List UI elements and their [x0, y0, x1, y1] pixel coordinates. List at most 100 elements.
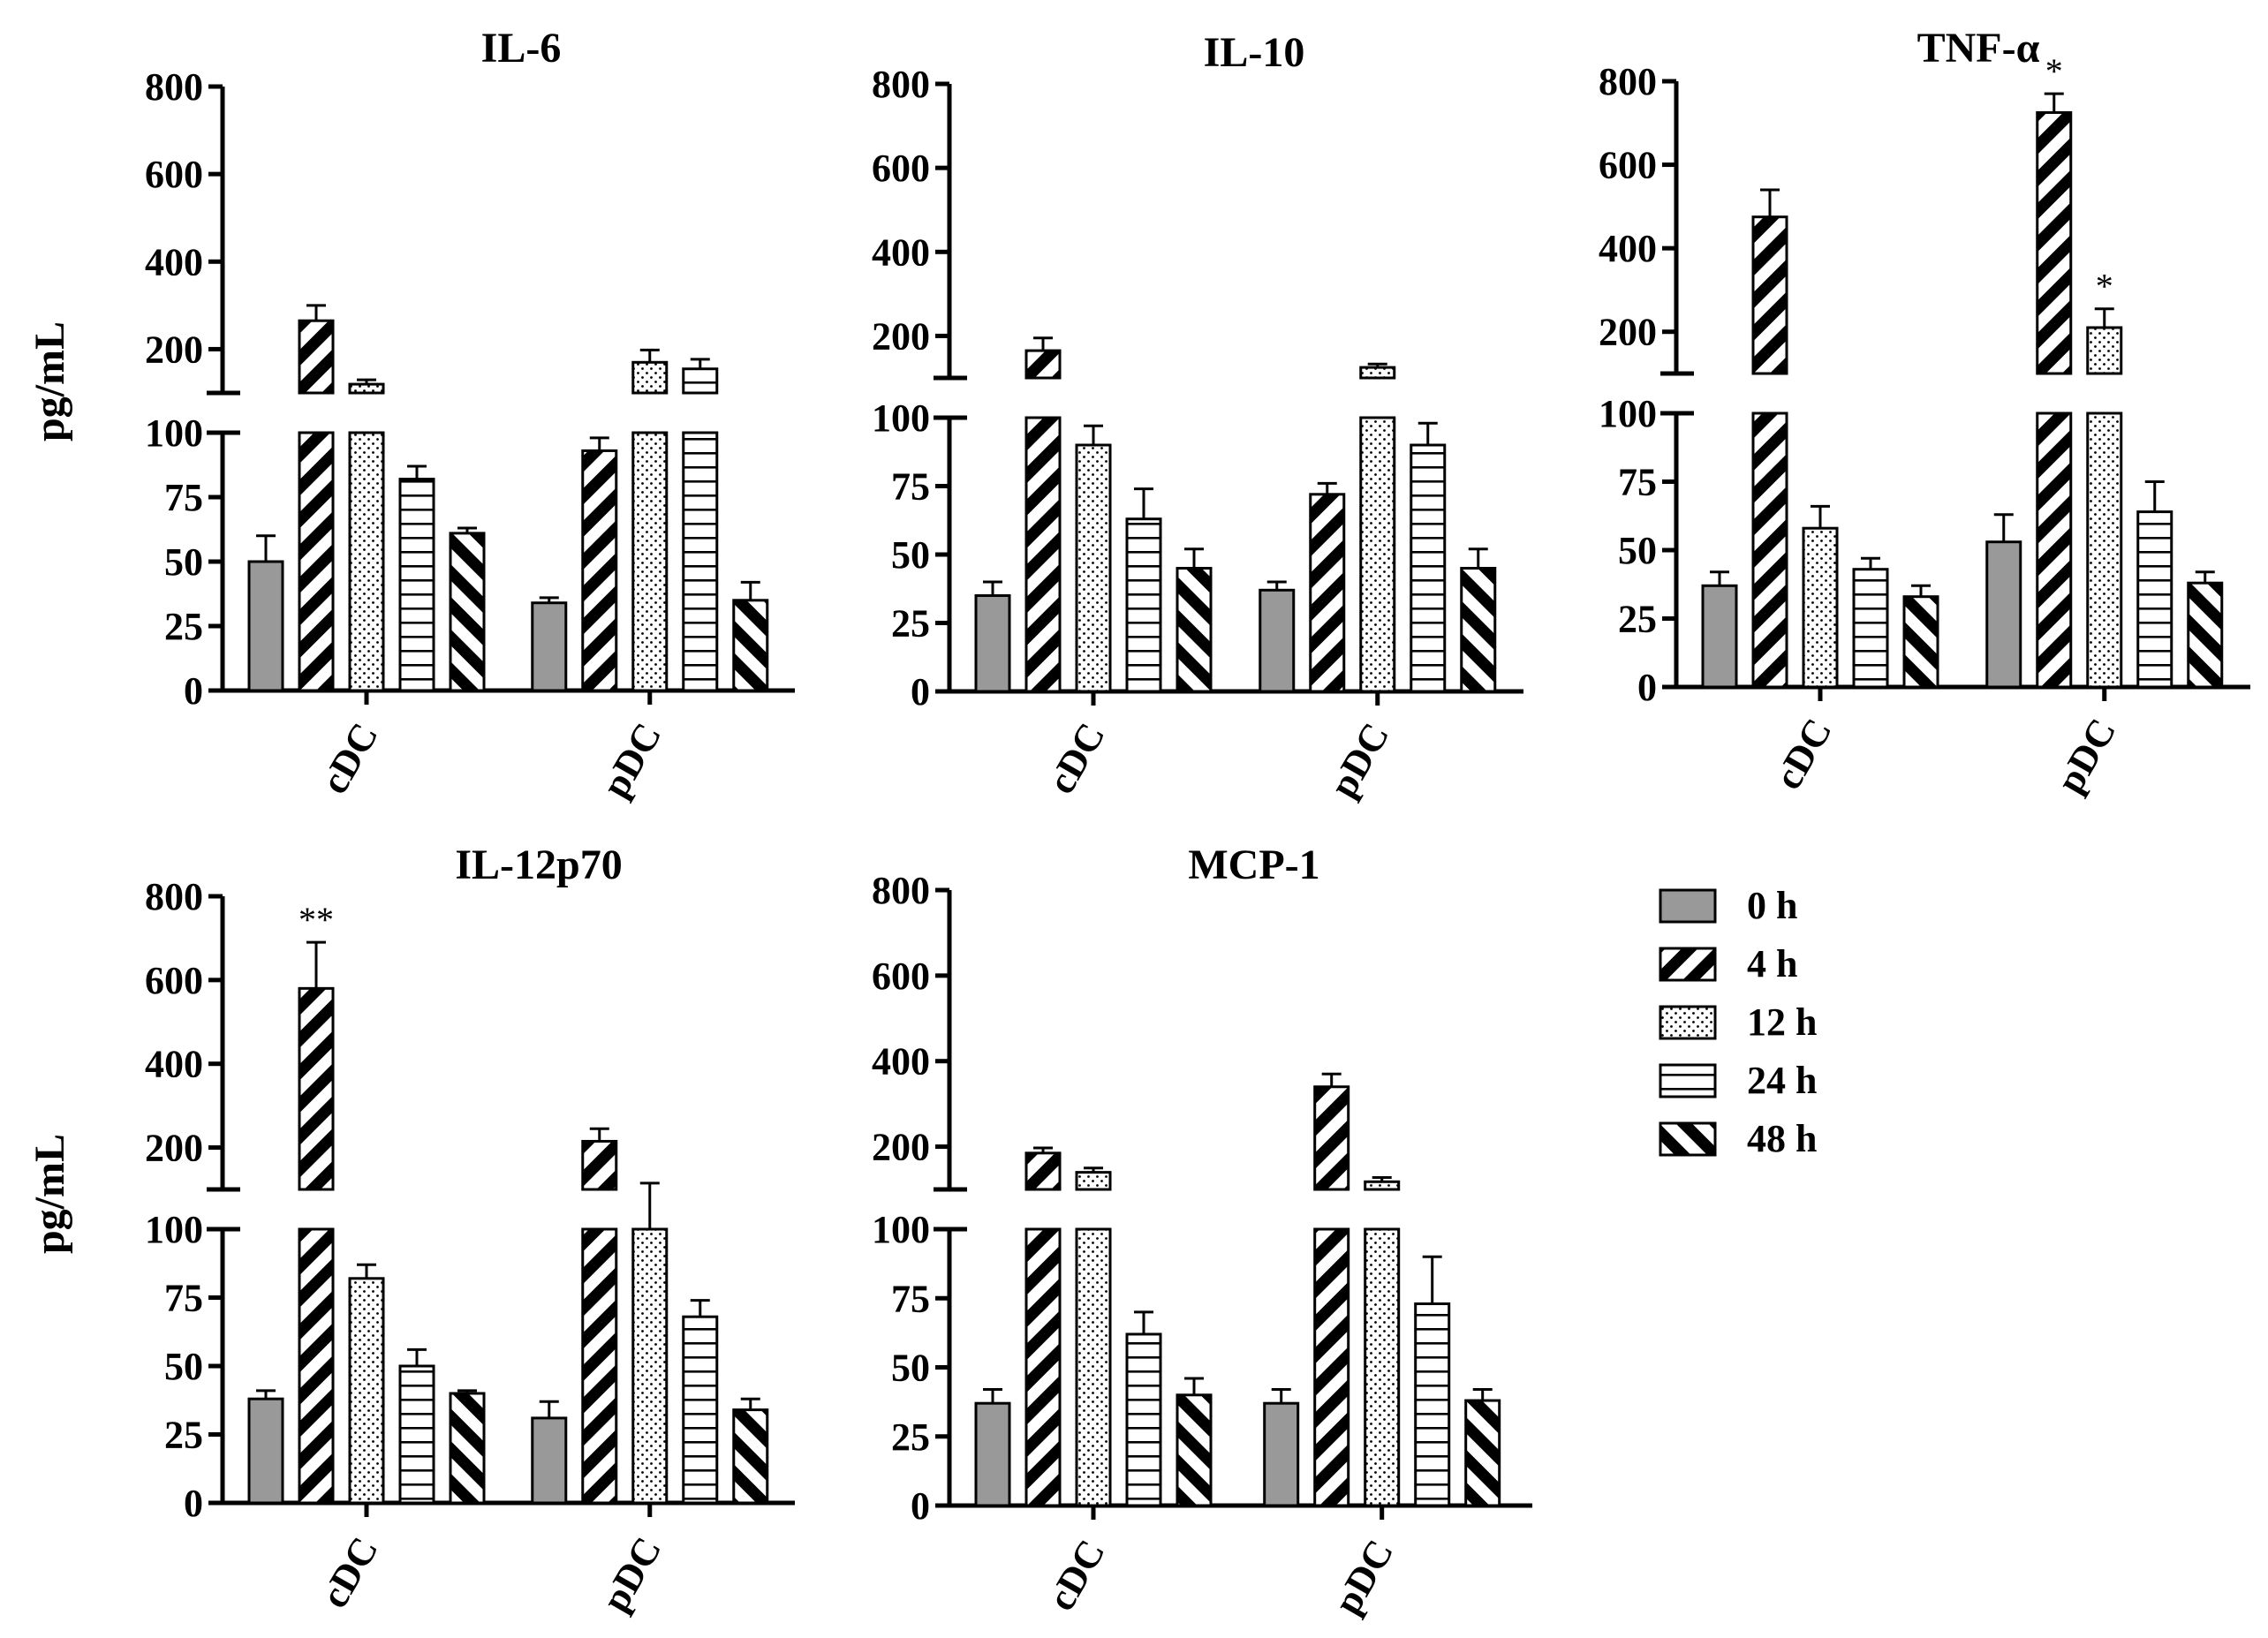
- panel-title: MCP-1: [1188, 842, 1319, 888]
- bar-pdc-48h: [732, 1397, 769, 1505]
- bar-cdc-12h: [348, 378, 385, 692]
- bar: [1410, 443, 1447, 693]
- bar-upper-part: [1024, 349, 1062, 380]
- bar: [247, 1397, 284, 1505]
- bar-pdc-12h: [1364, 1175, 1401, 1507]
- bar: [974, 1401, 1011, 1507]
- bar: [1852, 568, 1889, 689]
- bar: [449, 532, 486, 692]
- bar-pdc-4h: [1309, 481, 1346, 693]
- legend-label: 12 h: [1747, 1000, 1817, 1044]
- bar-cdc-0h: [247, 1389, 284, 1505]
- y-tick-label: 800: [145, 875, 203, 918]
- y-tick-label: 600: [872, 955, 930, 998]
- y-tick-label: 0: [911, 670, 930, 713]
- x-category-label: pDC: [2048, 712, 2124, 801]
- bar-upper-part: [682, 367, 719, 395]
- bar-upper-part: [1751, 215, 1788, 375]
- bar-pdc-24h: [1414, 1255, 1451, 1507]
- bar-pdc-24h: [682, 1299, 719, 1505]
- bar: [247, 560, 284, 692]
- y-tick-label: 200: [145, 328, 203, 371]
- legend-item-48h: 48 h: [1659, 1117, 1817, 1160]
- bar-pdc-48h: [1464, 1388, 1501, 1507]
- y-tick-label: 25: [1618, 598, 1657, 641]
- legend-label: 48 h: [1747, 1117, 1817, 1160]
- y-tick-label: 25: [891, 1415, 930, 1459]
- bar: [1309, 493, 1346, 693]
- bar-cdc-4h: [298, 940, 335, 1505]
- y-tick-label: 50: [164, 1345, 203, 1388]
- x-category-label: pDC: [593, 1530, 669, 1619]
- y-tick-label: 50: [164, 540, 203, 584]
- x-category-label: cDC: [1040, 1533, 1114, 1618]
- chart-panel-tnf-: TNF-α 0 25 50 75 100 200 400 600 800 cDC pDC * *: [1599, 25, 2250, 800]
- y-tick-label: 100: [872, 1208, 930, 1251]
- bar-pdc-48h: [1460, 547, 1497, 693]
- bar-lower-part: [631, 431, 669, 692]
- bar: [1902, 595, 1939, 689]
- bar-lower-part: [1751, 411, 1788, 689]
- bar-pdc-12h: [2086, 307, 2123, 689]
- legend-swatch: [1659, 1063, 1717, 1098]
- bar: [531, 1416, 568, 1505]
- y-tick-label: 50: [1618, 529, 1657, 572]
- bar-upper-part: [1359, 366, 1396, 380]
- y-tick-label: 100: [1599, 392, 1657, 435]
- bar-lower-part: [2036, 411, 2073, 689]
- legend-label: 24 h: [1747, 1059, 1817, 1102]
- y-tick-label: 200: [1599, 311, 1657, 354]
- legend-item-12h: 12 h: [1659, 1000, 1817, 1044]
- bar: [1125, 1332, 1162, 1507]
- bar: [1075, 443, 1112, 693]
- bar-cdc-12h: [1075, 424, 1112, 693]
- bar-lower-part: [2086, 411, 2123, 689]
- bar-upper-part: [1075, 1171, 1112, 1191]
- chart-panel-il-12p70: IL-12p70 0 25 50 75 100 200 400 600 800 cDC pDC ** pg…: [26, 842, 795, 1619]
- bar-lower-part: [1313, 1227, 1350, 1507]
- y-tick-label: 75: [164, 476, 203, 519]
- y-tick-label: 600: [872, 147, 930, 190]
- panel-title: IL-6: [481, 25, 562, 72]
- bar-upper-part: [2036, 110, 2073, 375]
- y-tick-label: 25: [164, 1414, 203, 1457]
- bar-cdc-12h: [348, 1263, 385, 1505]
- significance-label: **: [299, 900, 334, 940]
- legend-item-0h: 0 h: [1659, 884, 1797, 927]
- bar-cdc-12h: [1802, 504, 1839, 689]
- bar: [1176, 1393, 1213, 1507]
- bar-cdc-4h: [1024, 1146, 1062, 1507]
- y-tick-label: 0: [1637, 666, 1657, 709]
- bar: [1414, 1302, 1451, 1507]
- y-tick-label: 400: [145, 1043, 203, 1086]
- y-tick-label: 25: [164, 605, 203, 648]
- bar-lower-part: [348, 431, 385, 692]
- bar: [2136, 510, 2174, 689]
- y-tick-label: 800: [872, 869, 930, 912]
- bar-cdc-24h: [1852, 556, 1889, 689]
- bar-cdc-48h: [1176, 547, 1213, 693]
- bar: [2187, 581, 2224, 689]
- bar-upper-part: [631, 360, 669, 395]
- y-tick-label: 200: [872, 314, 930, 358]
- bar-lower-part: [581, 1227, 618, 1505]
- bar: [398, 478, 435, 692]
- bar: [449, 1392, 486, 1505]
- y-tick-label: 400: [145, 240, 203, 283]
- bar-pdc-12h: [631, 1181, 669, 1505]
- y-tick-label: 75: [891, 465, 930, 509]
- bar: [1985, 540, 2022, 689]
- bar: [1125, 517, 1162, 693]
- x-category-label: cDC: [1040, 716, 1114, 801]
- legend: 0 h 4 h 12 h 24 h 48 h: [1659, 884, 1817, 1160]
- x-category-label: cDC: [1766, 712, 1841, 796]
- bar-cdc-24h: [1125, 487, 1162, 693]
- bar-upper-part: [1024, 1151, 1062, 1191]
- x-category-label: cDC: [313, 1530, 387, 1615]
- y-tick-label: 50: [891, 533, 930, 577]
- y-tick-label: 0: [184, 669, 203, 713]
- bar: [732, 1408, 769, 1505]
- legend-item-4h: 4 h: [1659, 942, 1797, 985]
- bar: [1701, 584, 1738, 689]
- legend-item-24h: 24 h: [1659, 1059, 1817, 1102]
